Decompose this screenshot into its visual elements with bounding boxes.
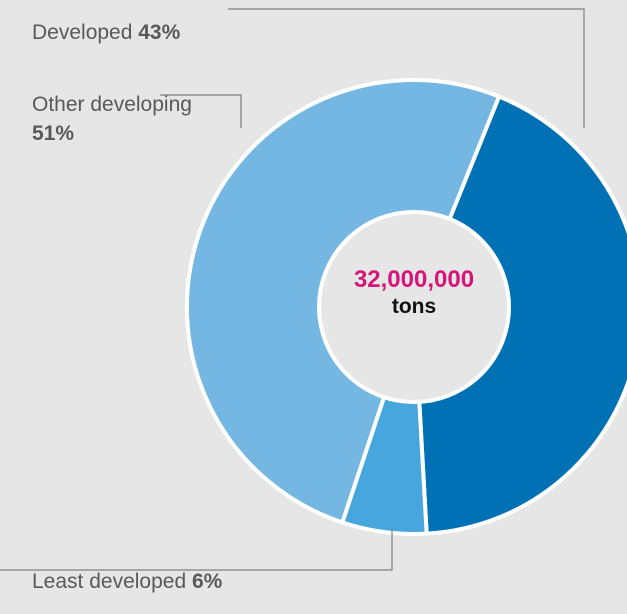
leader-line-other <box>160 94 242 128</box>
label-developed: Developed 43% <box>32 18 180 47</box>
label-least-developed-name: Least developed <box>32 570 187 593</box>
center-total-unit: tons <box>391 295 437 318</box>
leader-lines <box>0 8 585 571</box>
label-other-developing-value: 51% <box>32 122 75 145</box>
label-other-developing: Other developing 51% <box>32 90 192 148</box>
leader-line-developed <box>228 8 585 128</box>
label-developed-value: 43% <box>138 21 181 44</box>
label-other-developing-name: Other developing <box>32 93 192 116</box>
leader-line-least <box>0 528 393 571</box>
slice-developed <box>412 94 627 536</box>
center-total-value: 32,000,000 <box>353 266 475 293</box>
label-least-developed: Least developed 6% <box>32 567 222 596</box>
donut-hole <box>317 210 511 404</box>
label-developed-name: Developed <box>32 21 133 44</box>
label-least-developed-value: 6% <box>191 570 223 593</box>
